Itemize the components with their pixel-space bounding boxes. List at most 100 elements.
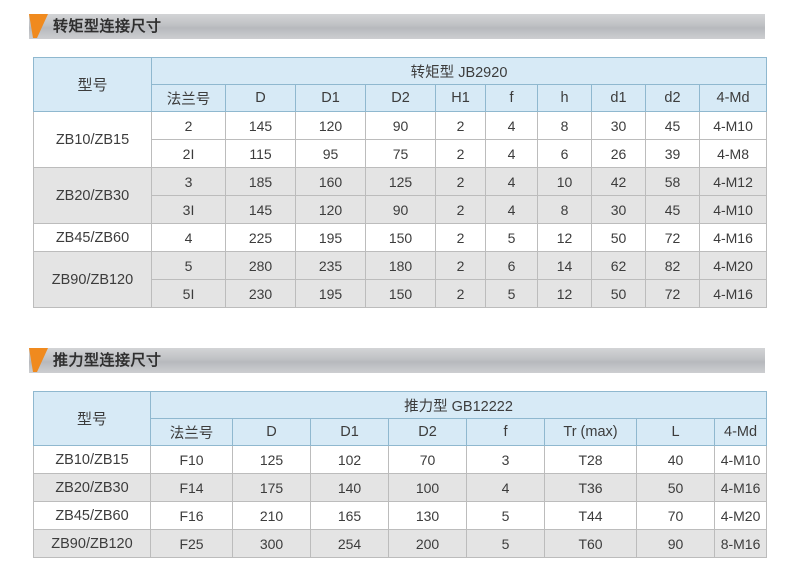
- cell: 58: [645, 167, 700, 196]
- cell: 230: [225, 279, 296, 308]
- cell: 120: [295, 111, 366, 140]
- model-cell: ZB20/ZB30: [33, 167, 152, 224]
- cell: 4-M10: [698, 111, 768, 140]
- cell: 100: [388, 473, 467, 502]
- cell: 5: [485, 223, 538, 252]
- cell: T28: [544, 445, 637, 474]
- cell: 90: [365, 195, 436, 224]
- cell: 5: [466, 529, 545, 558]
- cell: 4-M10: [713, 445, 768, 474]
- cell: 30: [591, 195, 646, 224]
- cell: 140: [310, 473, 389, 502]
- cell: 115: [225, 139, 296, 168]
- cell: 4-M8: [698, 139, 768, 168]
- cell: 165: [310, 501, 389, 530]
- header-col-l: L: [636, 418, 715, 446]
- cell: 225: [225, 223, 296, 252]
- cell: 5: [151, 251, 226, 280]
- orange-flag-icon: [29, 348, 48, 372]
- cell: 50: [591, 279, 646, 308]
- cell: 82: [645, 251, 700, 280]
- header-col-d1: D1: [295, 84, 366, 112]
- table-thrust-dimensions: 型号 推力型 GB12222 法兰号 D D1 D2 f Tr (max) L …: [33, 391, 768, 558]
- cell: 6: [537, 139, 592, 168]
- cell: T60: [544, 529, 637, 558]
- cell: 5: [485, 279, 538, 308]
- cell: 95: [295, 139, 366, 168]
- cell: 195: [295, 223, 366, 252]
- cell: 300: [232, 529, 311, 558]
- cell: 40: [636, 445, 715, 474]
- table-row: ZB20/ZB30 F14 175 140 100 4 T36 50 4-M16: [33, 473, 768, 502]
- cell: 4: [485, 139, 538, 168]
- model-cell: ZB20/ZB30: [33, 473, 151, 502]
- table-row: ZB90/ZB120 F25 300 254 200 5 T60 90 8-M1…: [33, 529, 768, 558]
- header-col-f: f: [485, 84, 538, 112]
- header-col-4md: 4-Md: [713, 418, 768, 446]
- cell: F10: [150, 445, 233, 474]
- cell: 102: [310, 445, 389, 474]
- orange-flag-icon: [29, 14, 48, 38]
- cell: 254: [310, 529, 389, 558]
- table-header-sub-row: 法兰号 D D1 D2 H1 f h d1 d2 4-Md: [34, 84, 768, 112]
- section-torque: 转矩型连接尺寸: [0, 14, 803, 39]
- header-group-title: 推力型 GB12222: [149, 391, 768, 419]
- cell: 130: [388, 501, 467, 530]
- cell: 235: [295, 251, 366, 280]
- cell: 2: [151, 111, 226, 140]
- cell: 6: [485, 251, 538, 280]
- cell: 90: [636, 529, 715, 558]
- section-title-bar-torque: 转矩型连接尺寸: [29, 14, 765, 39]
- cell: 2: [435, 139, 486, 168]
- cell: 2: [435, 279, 486, 308]
- cell: 45: [645, 111, 700, 140]
- cell: 3I: [151, 195, 226, 224]
- header-col-tr-max: Tr (max): [544, 418, 637, 446]
- cell: 4: [466, 473, 545, 502]
- cell: 5: [466, 501, 545, 530]
- cell: 180: [365, 251, 436, 280]
- model-cell: ZB10/ZB15: [33, 111, 152, 168]
- cell: 4-M10: [698, 195, 768, 224]
- cell: 42: [591, 167, 646, 196]
- cell: 2: [435, 195, 486, 224]
- header-col-d2: D2: [365, 84, 436, 112]
- header-col-small-d1: d1: [591, 84, 646, 112]
- cell: 45: [645, 195, 700, 224]
- header-col-flange: 法兰号: [150, 418, 233, 446]
- header-model: 型号: [33, 57, 152, 112]
- cell: 2: [435, 251, 486, 280]
- header-col-d1: D1: [310, 418, 389, 446]
- model-cell: ZB45/ZB60: [33, 501, 151, 530]
- cell: 4-M16: [698, 223, 768, 252]
- table-row: 2I 115 95 75 2 4 6 26 39 4-M8: [34, 139, 768, 168]
- cell: F25: [150, 529, 233, 558]
- cell: 30: [591, 111, 646, 140]
- cell: 2: [435, 167, 486, 196]
- cell: T44: [544, 501, 637, 530]
- cell: 50: [591, 223, 646, 252]
- model-cell: ZB10/ZB15: [33, 445, 151, 474]
- cell: 195: [295, 279, 366, 308]
- header-col-h1: H1: [435, 84, 486, 112]
- cell: 72: [645, 223, 700, 252]
- cell: 14: [537, 251, 592, 280]
- section-title-label: 推力型连接尺寸: [53, 352, 162, 369]
- cell: 50: [636, 473, 715, 502]
- cell: 90: [365, 111, 436, 140]
- cell: 150: [365, 279, 436, 308]
- header-col-d2: D2: [388, 418, 467, 446]
- cell: 4-M16: [698, 279, 768, 308]
- cell: 150: [365, 223, 436, 252]
- cell: 3: [466, 445, 545, 474]
- header-col-4md: 4-Md: [698, 84, 768, 112]
- table-row: ZB10/ZB15 2 145 120 90 2 4 8 30 45 4-M10: [33, 111, 768, 168]
- table-header-top-row: 型号 转矩型 JB2920: [33, 57, 768, 112]
- table-row: ZB45/ZB60 4 225 195 150 2 5 12 50 72 4-M…: [33, 223, 768, 252]
- cell: 4: [151, 223, 226, 252]
- cell: 70: [636, 501, 715, 530]
- cell: 160: [295, 167, 366, 196]
- section-title-bar-thrust: 推力型连接尺寸: [29, 348, 765, 373]
- cell: 5I: [151, 279, 226, 308]
- cell: 175: [232, 473, 311, 502]
